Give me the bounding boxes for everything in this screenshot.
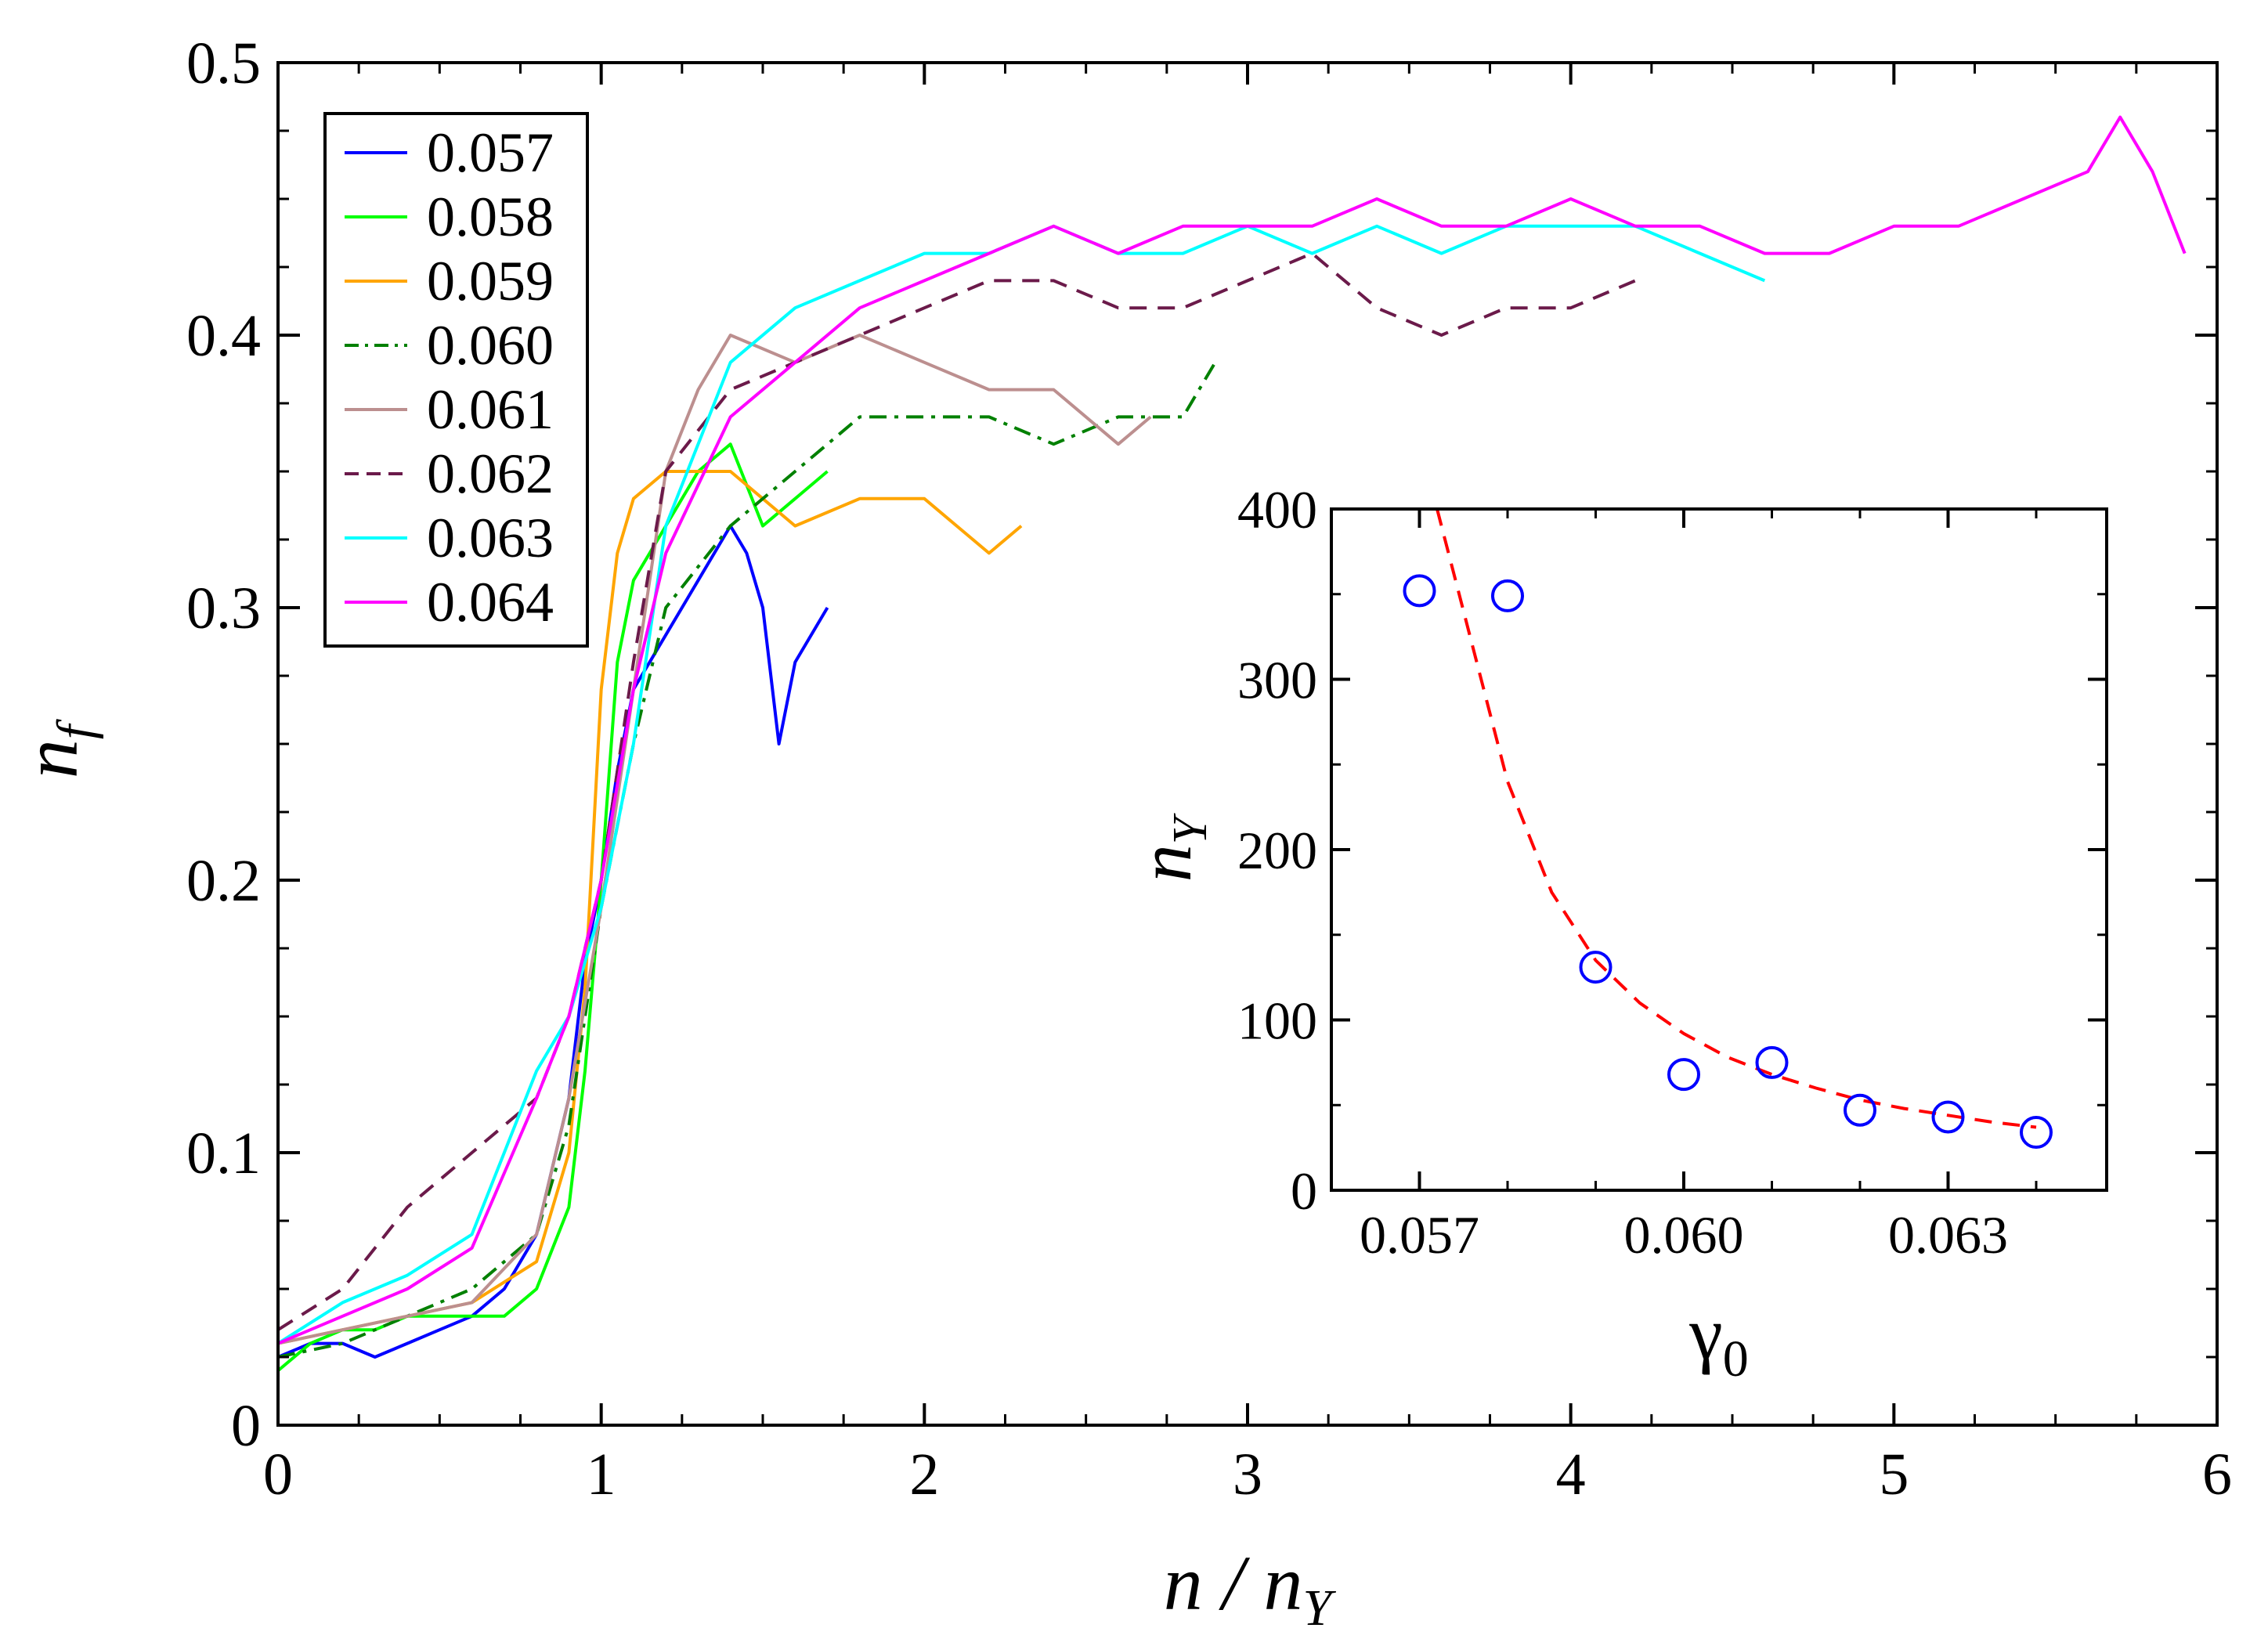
- inset-data-point: [1931, 1100, 1965, 1134]
- inset-background: [1331, 509, 2107, 1190]
- main-plot: 0 1 2 3 4 5 600.10.20.30.40.5 n / nY nf: [7, 31, 2232, 1637]
- series-line-0.060: [277, 361, 1217, 1359]
- inset-x-axis-title: γ0: [1688, 1291, 1748, 1388]
- inset-x-axis-title-sub: 0: [1723, 1330, 1749, 1388]
- series-line-0.062: [276, 251, 1636, 1331]
- y-tick-label: 0.5: [186, 31, 261, 96]
- y-axis-title-main: n: [7, 739, 94, 778]
- x-axis-title-sub: Y: [1303, 1579, 1337, 1637]
- x-tick-label: 1: [587, 1442, 616, 1507]
- inset-data-point: [2020, 1116, 2053, 1150]
- y-tick-label: 0: [231, 1393, 261, 1459]
- legend-label-0.064: 0.064: [427, 571, 554, 633]
- inset-data-point: [1491, 579, 1524, 612]
- x-axis-title: n / nY: [1164, 1540, 1337, 1637]
- main-series-group: [276, 115, 2187, 1372]
- x-tick-label: 4: [1556, 1442, 1586, 1507]
- inset-data-point: [1667, 1058, 1700, 1092]
- inset-data-point: [1755, 1045, 1789, 1079]
- inset-y-tick-label: 300: [1237, 651, 1317, 710]
- inset-data-point: [1579, 951, 1613, 984]
- inset-y-axis-title: nY: [1123, 813, 1217, 882]
- y-tick-label: 0.1: [186, 1121, 261, 1186]
- inset-y-tick-label: 200: [1237, 821, 1317, 880]
- legend-label-0.060: 0.060: [427, 314, 554, 377]
- inset-x-tick-label: 0.057: [1360, 1205, 1479, 1265]
- legend-label-0.058: 0.058: [427, 186, 554, 248]
- main-tick-labels: 0 1 2 3 4 5 6 0 0.1 0.2 0.3 0.4 0.5: [186, 31, 2232, 1507]
- legend-box: [323, 112, 589, 648]
- x-axis-title-main: n / n: [1164, 1540, 1303, 1626]
- inset-y-axis-title-sub: Y: [1164, 813, 1217, 844]
- inset-x-tick-label: 0.060: [1624, 1205, 1744, 1265]
- inset-y-tick-label: 100: [1237, 991, 1317, 1051]
- legend-label-0.063: 0.063: [427, 507, 554, 569]
- y-tick-label: 0.3: [186, 576, 261, 641]
- legend-label-0.061: 0.061: [427, 378, 554, 441]
- series-line-0.058: [276, 442, 829, 1372]
- x-tick-label: 3: [1233, 1442, 1262, 1507]
- inset-data-point: [1403, 574, 1436, 608]
- inset-x-tick-label: 0.063: [1888, 1205, 2008, 1265]
- series-line-0.063: [276, 224, 1766, 1345]
- y-axis-title: nf: [7, 719, 104, 778]
- y-axis-title-sub: f: [47, 719, 104, 739]
- inset-y-tick-label: 0: [1291, 1161, 1317, 1221]
- inset-tick-labels: 0.057 0.060 0.063 0 100 200 300 400: [1237, 480, 2008, 1265]
- inset-data-point: [1844, 1093, 1876, 1127]
- inset-y-axis-title-main: n: [1123, 844, 1207, 882]
- x-tick-label: 2: [909, 1442, 939, 1507]
- x-tick-label: 0: [263, 1442, 293, 1507]
- legend-label-0.057: 0.057: [427, 121, 554, 184]
- series-line-0.064: [277, 115, 2187, 1345]
- series-line-0.057: [277, 524, 829, 1359]
- x-tick-label: 5: [1879, 1442, 1909, 1507]
- y-tick-label: 0.4: [186, 303, 261, 369]
- inset-series-group: [1403, 508, 2053, 1150]
- series-line-0.061: [277, 334, 1152, 1345]
- y-tick-label: 0.2: [186, 848, 261, 914]
- inset-y-tick-label: 400: [1237, 480, 1317, 540]
- inset-x-axis-title-main: γ: [1688, 1291, 1722, 1375]
- legend-label-0.062: 0.062: [427, 442, 554, 505]
- legend-label-0.059: 0.059: [427, 250, 554, 312]
- main-ticks: [276, 61, 2219, 1427]
- inset-ticks: [1331, 507, 2107, 1192]
- x-tick-label: 6: [2202, 1442, 2232, 1507]
